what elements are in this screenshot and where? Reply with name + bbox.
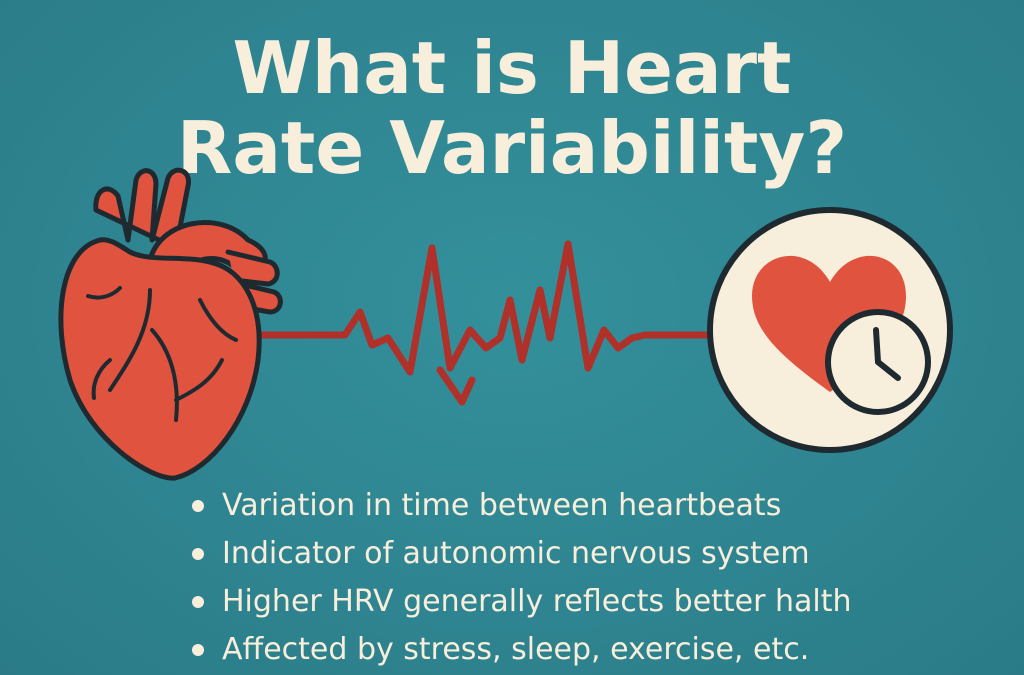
heart-with-clock-icon	[707, 207, 953, 453]
page-title: What is Heart Rate Variability?	[0, 28, 1024, 188]
title-line-1: What is Heart	[232, 26, 792, 110]
bullet-item: Variation in time between heartbeats	[190, 482, 990, 530]
title-line-2: Rate Variability?	[176, 106, 848, 190]
bullet-item: Indicator of autonomic nervous system	[190, 530, 990, 578]
ecg-waveform-icon	[251, 240, 724, 406]
bullet-list: Variation in time between heartbeats Ind…	[190, 482, 990, 674]
bullet-text: Indicator of autonomic nervous system	[222, 536, 810, 571]
bullet-item: Affected by stress, sleep, exercise, etc…	[190, 626, 990, 674]
bullet-dot-icon	[192, 644, 204, 656]
anatomical-heart-icon	[58, 167, 283, 481]
bullet-text: Variation in time between heartbeats	[222, 488, 782, 523]
bullet-dot-icon	[192, 596, 204, 608]
bullet-text: Higher HRV generally reflects better hal…	[222, 584, 852, 619]
bullet-dot-icon	[192, 500, 204, 512]
bullet-item: Higher HRV generally reflects better hal…	[190, 578, 990, 626]
bullet-text: Affected by stress, sleep, exercise, etc…	[222, 632, 810, 667]
bullet-dot-icon	[192, 548, 204, 560]
